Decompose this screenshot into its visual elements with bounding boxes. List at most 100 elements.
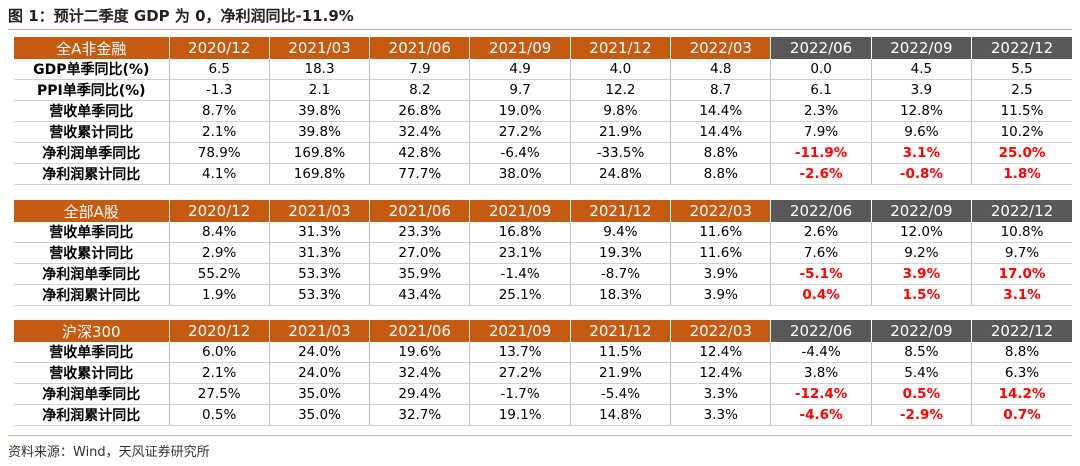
table-cell: 25.0% <box>971 142 1072 164</box>
table-cell: 32.7% <box>369 404 470 426</box>
period-header: 2021/06 <box>369 200 470 222</box>
table-cell: 14.2% <box>971 383 1072 405</box>
table-cell: 31.3% <box>268 242 370 264</box>
period-header: 2020/12 <box>168 320 270 342</box>
table-cell: 12.8% <box>870 100 972 122</box>
table-cell: 53.3% <box>268 263 370 285</box>
table-cell: -1.4% <box>469 263 571 285</box>
table-cell: 0.0 <box>770 59 872 80</box>
table-cell: 18.3% <box>569 284 671 306</box>
table-cell: 21.9% <box>569 121 671 143</box>
table-cell: 35.9% <box>369 263 470 285</box>
period-header: 2021/09 <box>469 37 571 59</box>
table-cell: 9.6% <box>870 121 972 143</box>
table-cell: 4.1% <box>168 163 270 185</box>
table-row: 净利润累计同比 0.5% 35.0% 32.7% 19.1% 14.8% 3.3% -4.6%… <box>14 404 1072 426</box>
period-header: 2022/03 <box>670 37 771 59</box>
table-cell: 35.0% <box>268 383 370 405</box>
table-cell: 18.3 <box>268 59 370 80</box>
source-rule <box>8 435 1072 436</box>
table-cell: 3.8% <box>770 362 872 384</box>
table-cell: 4.9 <box>469 59 571 80</box>
table-cell: 7.9 <box>369 59 470 80</box>
table-cell: -6.4% <box>469 142 571 164</box>
row-label: 营收单季同比 <box>14 222 170 243</box>
table-cell: 23.3% <box>369 222 470 243</box>
table-cell: 3.1% <box>971 284 1072 306</box>
table-cell: 12.4% <box>670 362 771 384</box>
table-cell: 19.6% <box>369 342 470 363</box>
period-header: 2022/12 <box>971 200 1072 222</box>
table-cell: 24.0% <box>268 362 370 384</box>
period-header: 2021/06 <box>369 37 470 59</box>
table-cell: 19.3% <box>569 242 671 264</box>
table-row: GDP单季同比(%) 6.5 18.3 7.9 4.9 4.0 4.8 0.0 4.5 5.5 <box>14 59 1072 80</box>
table-cell: 3.3% <box>670 383 771 405</box>
source-note: 资料来源：Wind，天风证券研究所 <box>8 445 210 460</box>
table-cell: -4.6% <box>770 404 872 426</box>
table-cell: 3.9 <box>870 79 972 101</box>
table-cell: 77.7% <box>369 163 470 185</box>
table-cell: -2.6% <box>770 163 872 185</box>
table-cell: 9.8% <box>569 100 671 122</box>
period-header: 2020/12 <box>168 37 270 59</box>
table-cell: 14.4% <box>670 100 771 122</box>
table-cell: -4.4% <box>770 342 872 363</box>
table-cell: 78.9% <box>168 142 270 164</box>
table-cell: 24.0% <box>268 342 370 363</box>
period-header: 2021/06 <box>369 320 470 342</box>
table-cell: 13.7% <box>469 342 571 363</box>
table-cell: 0.5% <box>168 404 270 426</box>
table-cell: 29.4% <box>369 383 470 405</box>
header-row: 全A非金融 2020/12 2021/03 2021/06 2021/09 2021/12… <box>14 37 1072 59</box>
table-cell: 26.8% <box>369 100 470 122</box>
table-cell: 0.7% <box>971 404 1072 426</box>
table-cell: 8.2 <box>369 79 470 101</box>
table-cell: 8.8% <box>670 163 771 185</box>
table-cell: 169.8% <box>268 142 370 164</box>
table-cell: 10.8% <box>971 222 1072 243</box>
table-cell: -11.9% <box>770 142 872 164</box>
table-cell: 23.1% <box>469 242 571 264</box>
period-header: 2022/12 <box>971 320 1072 342</box>
table-cell: 2.9% <box>168 242 270 264</box>
row-label: 净利润单季同比 <box>14 142 170 164</box>
table-cell: 5.4% <box>870 362 972 384</box>
table-cell: 4.0 <box>569 59 671 80</box>
table-cell: 32.4% <box>369 121 470 143</box>
table-cell: 14.8% <box>569 404 671 426</box>
row-label: PPI单季同比(%) <box>14 79 170 101</box>
table-cell: 3.9% <box>870 263 972 285</box>
table-cell: 3.9% <box>670 263 771 285</box>
table-cell: -33.5% <box>569 142 671 164</box>
period-header: 2022/06 <box>770 320 872 342</box>
table-cell: -12.4% <box>770 383 872 405</box>
row-label: 营收累计同比 <box>14 362 170 384</box>
table-cell: 32.4% <box>369 362 470 384</box>
table-row: 净利润累计同比 4.1% 169.8% 77.7% 38.0% 24.8% 8.8% -2.6… <box>14 163 1072 185</box>
table-cell: -5.4% <box>569 383 671 405</box>
period-header: 2021/12 <box>569 37 671 59</box>
table-cell: 6.5 <box>168 59 270 80</box>
table-cell: 8.8% <box>971 342 1072 363</box>
table-cell: 19.0% <box>469 100 571 122</box>
table-cell: 6.3% <box>971 362 1072 384</box>
table-cell: 8.7 <box>670 79 771 101</box>
table-row: PPI单季同比(%) -1.3 2.1 8.2 9.7 12.2 8.7 6.1 3.9 2.5 <box>14 79 1072 101</box>
table-cell: 16.8% <box>469 222 571 243</box>
table-cell: 7.9% <box>770 121 872 143</box>
table-cell: 6.0% <box>168 342 270 363</box>
table-cell: 2.1% <box>168 121 270 143</box>
table-cell: 21.9% <box>569 362 671 384</box>
period-header: 2020/12 <box>168 200 270 222</box>
table-cell: 39.8% <box>268 121 370 143</box>
table-cell: 31.3% <box>268 222 370 243</box>
row-label: 净利润单季同比 <box>14 383 170 405</box>
table-row: 营收单季同比 6.0% 24.0% 19.6% 13.7% 11.5% 12.4% -4.4%… <box>14 342 1072 363</box>
table-cell: 11.5% <box>971 100 1072 122</box>
table-cell: 2.5 <box>971 79 1072 101</box>
table-cell: 2.1% <box>168 362 270 384</box>
period-header: 2022/09 <box>870 320 972 342</box>
table-cell: 3.9% <box>670 284 771 306</box>
table-cell: 53.3% <box>268 284 370 306</box>
